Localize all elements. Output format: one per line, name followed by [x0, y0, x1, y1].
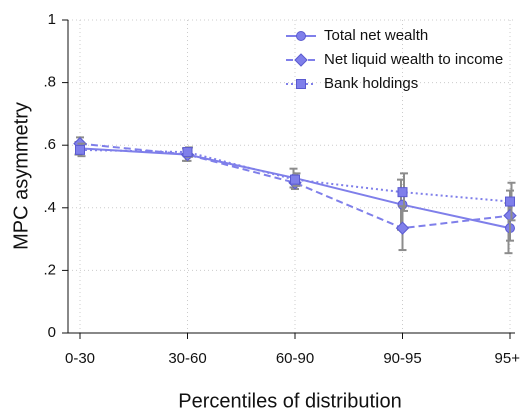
x-tick-label: 0-30: [65, 350, 95, 367]
y-tick-label: .8: [43, 74, 56, 91]
legend-marker: [294, 53, 308, 67]
point: [503, 208, 517, 223]
point: [395, 221, 410, 235]
point: [505, 196, 515, 207]
y-tick-label: 1: [48, 11, 56, 28]
x-axis-title: Percentiles of distribution: [178, 390, 401, 412]
point: [182, 147, 193, 158]
y-tick-label: 0: [48, 324, 56, 341]
legend-marker: [296, 31, 306, 41]
y-tick-label: .6: [43, 136, 56, 153]
legend-label: Bank holdings: [324, 75, 418, 92]
series-line: [79, 148, 511, 203]
legend-label: Net liquid wealth to income: [324, 51, 503, 68]
point: [397, 187, 408, 198]
legend-marker: [296, 79, 306, 89]
y-axis-title: MPC asymmetry: [10, 102, 32, 250]
x-tick-label: 95+: [495, 350, 521, 367]
y-tick-label: .2: [43, 261, 56, 278]
point: [75, 144, 85, 155]
x-tick-label: 90-95: [383, 350, 421, 367]
x-tick-label: 30-60: [168, 350, 206, 367]
point: [290, 174, 300, 185]
legend-label: Total net wealth: [324, 27, 428, 44]
x-tick-label: 60-90: [276, 350, 314, 367]
y-tick-label: .4: [43, 199, 56, 216]
